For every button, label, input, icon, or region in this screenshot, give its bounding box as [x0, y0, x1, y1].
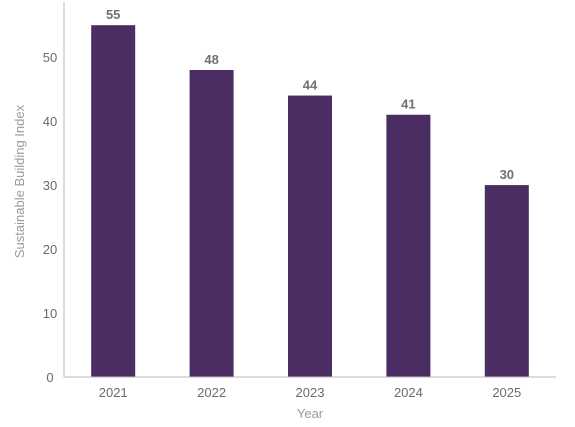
- y-tick-label: 20: [43, 242, 57, 257]
- x-tick-label-2024: 2024: [394, 385, 423, 400]
- x-axis-title: Year: [297, 406, 324, 421]
- bar-2024: [386, 114, 431, 377]
- bar-2025: [484, 185, 529, 377]
- bar-2022: [189, 69, 234, 377]
- bars: [91, 25, 529, 377]
- data-labels: 55 48 44 41 30: [106, 7, 514, 182]
- x-tick-label-2025: 2025: [492, 385, 521, 400]
- data-label-2023: 44: [303, 78, 318, 93]
- y-axis-title: Sustainable Building Index: [12, 104, 27, 258]
- data-label-2025: 30: [500, 167, 514, 182]
- x-tick-label-2023: 2023: [296, 385, 325, 400]
- bar-2021: [91, 25, 136, 377]
- x-tick-label-2021: 2021: [99, 385, 128, 400]
- y-tick-label: 0: [46, 370, 53, 385]
- data-label-2021: 55: [106, 7, 120, 22]
- x-axis-ticks: 2021 2022 2023 2024 2025: [99, 385, 522, 400]
- data-label-2024: 41: [401, 97, 415, 112]
- bar-2023: [288, 95, 332, 377]
- y-tick-label: 40: [43, 114, 57, 129]
- x-tick-label-2022: 2022: [197, 385, 226, 400]
- y-tick-label: 30: [43, 178, 57, 193]
- y-tick-label: 10: [43, 306, 57, 321]
- y-tick-label: 50: [43, 50, 57, 65]
- y-axis-ticks: 0 10 20 30 40 50: [43, 50, 57, 385]
- data-label-2022: 48: [204, 52, 218, 67]
